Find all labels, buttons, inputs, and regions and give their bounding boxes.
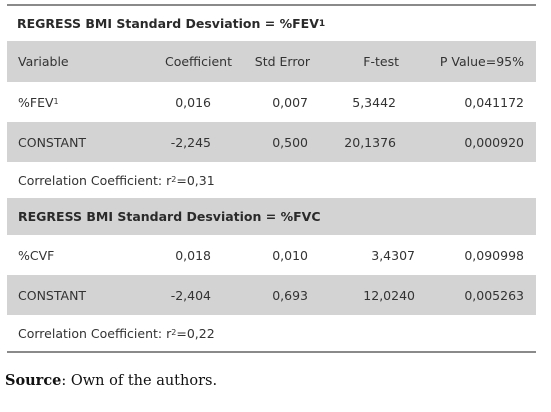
- header-coefficient: Coefficient: [164, 54, 232, 69]
- correlation-value: =0,22: [176, 325, 215, 341]
- row-variable: CONSTANT: [18, 287, 87, 303]
- row-variable: %CVF: [18, 247, 55, 263]
- correlation-text: Correlation Coefficient: r 2 =0,22: [18, 325, 215, 341]
- correlation-text: Correlation Coefficient: r 2 =0,31: [18, 172, 215, 188]
- row-variable-text: %FEV: [18, 94, 54, 110]
- correlation-prefix: Correlation Coefficient: r: [18, 325, 172, 341]
- header-std-error: Std Error: [254, 54, 310, 69]
- table-row: %FEV 1 0,016 0,007 5,3442 0,041172: [7, 82, 536, 122]
- top-rule: [7, 4, 536, 6]
- table-header-row: Variable Coefficient Std Error F-test P …: [7, 41, 536, 82]
- table-row: CONSTANT -2,245 0,500 20,1376 0,000920: [7, 122, 536, 162]
- row-coefficient: 0,016: [175, 94, 211, 110]
- row-f-test: 20,1376: [344, 134, 396, 150]
- row-coefficient: -2,404: [170, 287, 211, 303]
- row-std-error: 0,010: [272, 247, 308, 263]
- row-std-error: 0,500: [272, 134, 308, 150]
- row-std-error: 0,693: [272, 287, 308, 303]
- row-p-value: 0,000920: [464, 134, 524, 150]
- row-coefficient: -2,245: [170, 134, 211, 150]
- header-variable: Variable: [18, 54, 69, 69]
- row-p-value: 0,041172: [464, 94, 524, 110]
- correlation-row: Correlation Coefficient: r 2 =0,22: [7, 315, 536, 351]
- row-f-test: 3,4307: [371, 247, 415, 263]
- row-f-test: 12,0240: [363, 287, 415, 303]
- source-label: Source: [5, 372, 62, 389]
- header-p-value: P Value=95%: [439, 54, 524, 69]
- correlation-prefix: Correlation Coefficient: r: [18, 172, 172, 188]
- correlation-row: Correlation Coefficient: r 2 =0,31: [7, 162, 536, 198]
- table2-title: REGRESS BMI Standard Desviation = %FVC: [18, 209, 321, 224]
- correlation-value: =0,31: [176, 172, 215, 188]
- table2-title-row: REGRESS BMI Standard Desviation = %FVC: [7, 198, 536, 235]
- table-row: CONSTANT -2,404 0,693 12,0240 0,005263: [7, 275, 536, 315]
- table1-title-subscript: 1: [318, 18, 326, 29]
- source-text: : Own of the authors.: [61, 373, 218, 389]
- row-p-value: 0,090998: [464, 247, 524, 263]
- row-coefficient: 0,018: [175, 247, 211, 263]
- table1-title: REGRESS BMI Standard Desviation = %FEV 1: [7, 6, 536, 41]
- source-caption: Source: Own of the authors.: [5, 372, 217, 389]
- table-row: %CVF 0,018 0,010 3,4307 0,090998: [7, 235, 536, 275]
- table1-title-text: REGRESS BMI Standard Desviation = %FEV: [17, 16, 319, 31]
- row-variable: CONSTANT: [18, 134, 87, 150]
- regression-table: REGRESS BMI Standard Desviation = %FEV 1 …: [7, 4, 536, 353]
- bottom-rule: [7, 351, 536, 353]
- row-f-test: 5,3442: [352, 94, 396, 110]
- header-f-test: F-test: [363, 54, 399, 69]
- row-p-value: 0,005263: [464, 287, 524, 303]
- row-std-error: 0,007: [272, 94, 308, 110]
- row-variable: %FEV 1: [18, 94, 59, 110]
